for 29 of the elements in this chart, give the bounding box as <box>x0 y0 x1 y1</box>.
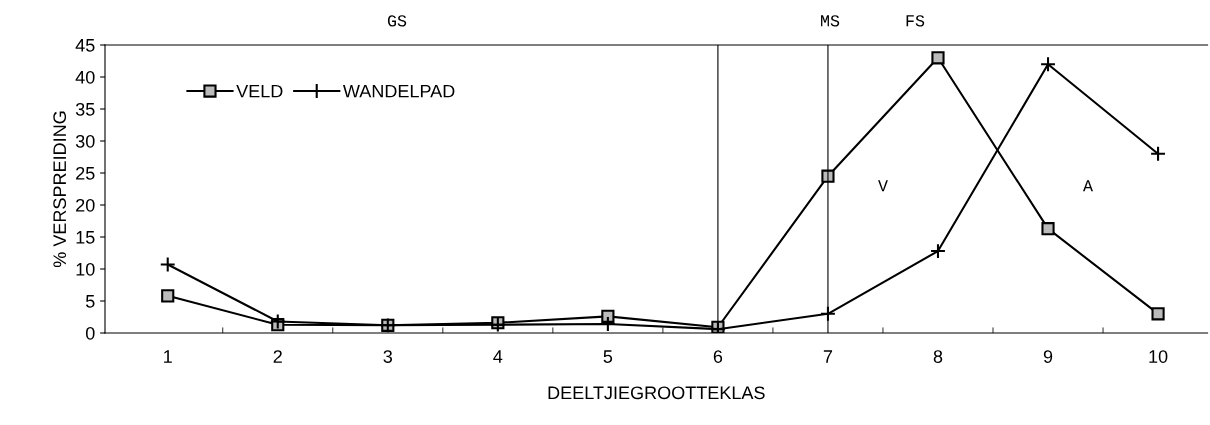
legend-label: VELD <box>236 84 283 98</box>
y-tick-label: 30 <box>75 134 95 148</box>
x-tick-label: 8 <box>933 350 943 363</box>
legend-label: WANDELPAD <box>342 84 455 98</box>
x-tick-label: 9 <box>1043 350 1053 363</box>
x-tick-label: 5 <box>603 350 613 363</box>
y-tick-label: 20 <box>76 198 95 212</box>
y-axis-title: % VERSPREIDING <box>53 111 67 268</box>
y-tick-label: 0 <box>85 326 95 340</box>
x-tick-label: 4 <box>493 350 503 363</box>
y-tick-label: 10 <box>76 262 95 276</box>
text: GS <box>387 15 407 27</box>
x-tick-label: 6 <box>713 350 723 363</box>
y-tick-label: 25 <box>76 166 95 180</box>
x-tick-label: 10 <box>1149 350 1168 363</box>
x-tick-label: 3 <box>383 350 393 363</box>
x-tick-label: 7 <box>823 350 833 363</box>
x-tick-label: 2 <box>273 350 282 363</box>
x-axis-title: DEELTJIEGROOTTEKLAS <box>548 386 765 400</box>
annotation: A <box>1083 180 1093 192</box>
y-tick-label: 35 <box>75 102 95 116</box>
text: MS <box>821 15 840 27</box>
x-tick-label: 1 <box>164 350 172 363</box>
annotation: V <box>878 180 888 192</box>
y-tick-label: 15 <box>76 231 95 244</box>
text: FS <box>906 15 925 27</box>
y-tick-label: 40 <box>75 70 95 84</box>
y-tick-label: 5 <box>85 295 95 308</box>
y-tick-label: 45 <box>75 39 95 52</box>
